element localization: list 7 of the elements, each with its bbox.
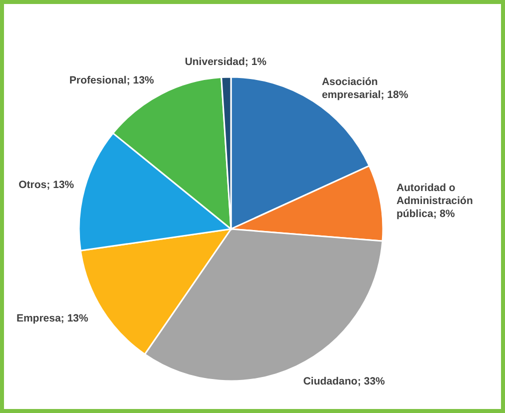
slice-label: Autoridad o Administración pública; 8% [396, 182, 473, 220]
slice-label: Ciudadano; 33% [303, 376, 386, 388]
slice-label: Profesional; 13% [69, 74, 155, 87]
slice-label: Universidad; 1% [184, 56, 268, 68]
slice-label: Otros; 13% [18, 179, 75, 192]
slice-label: Empresa; 13% [16, 312, 89, 325]
slice-label: Asociación empresarial; 18% [322, 76, 409, 102]
